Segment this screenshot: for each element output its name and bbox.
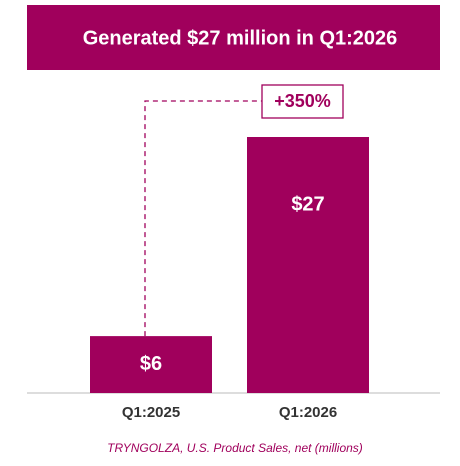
chart-title: Generated $27 million in Q1:2026: [83, 27, 398, 49]
value-label: $27: [291, 193, 324, 215]
value-label: $6: [140, 353, 162, 375]
x-tick-label: Q1:2026: [279, 404, 337, 421]
title-banner: [27, 5, 440, 70]
annotation-box: [261, 84, 344, 119]
x-tick-label: Q1:2025: [122, 404, 180, 421]
bar: [90, 336, 212, 393]
annotation: +350%: [274, 91, 331, 111]
bar: [247, 137, 369, 393]
connector: [144, 100, 262, 337]
caption: TRYNGOLZA, U.S. Product Sales, net (mill…: [107, 441, 363, 455]
